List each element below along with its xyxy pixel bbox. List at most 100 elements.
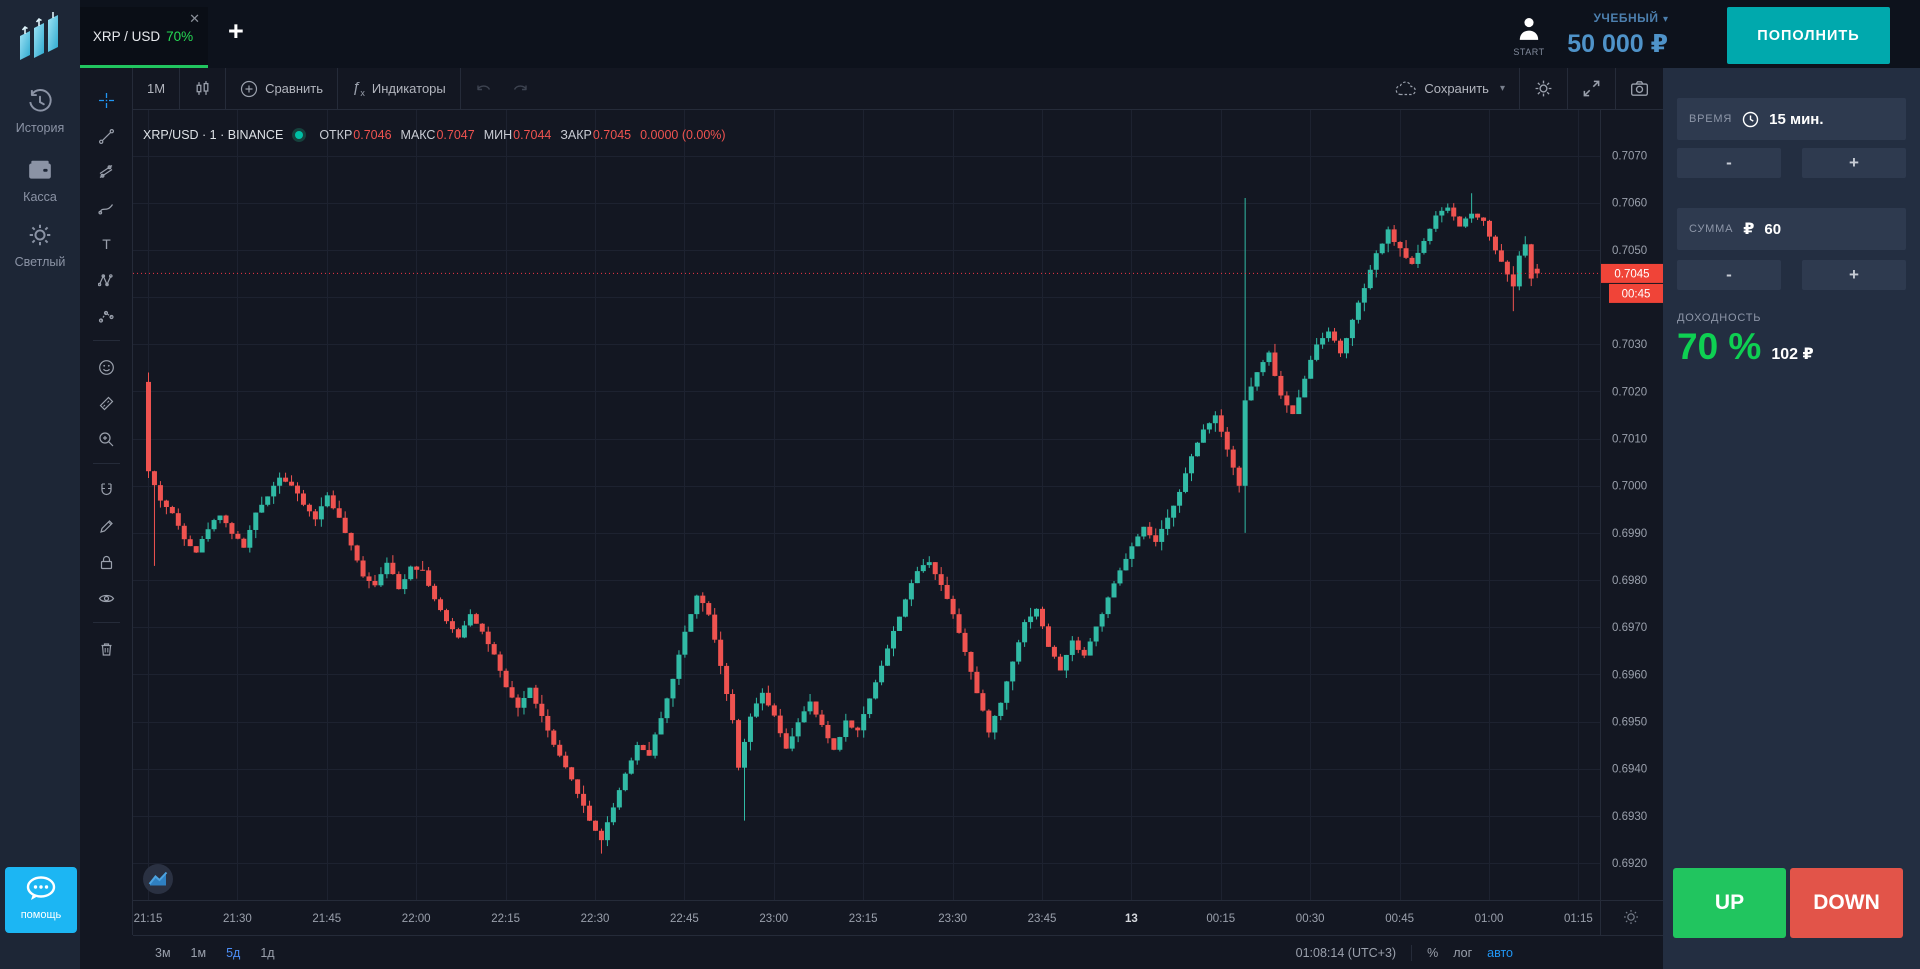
account-info[interactable]: УЧЕБНЫЙ ▾ 50 000 ₽: [1478, 9, 1668, 59]
fullscreen-button[interactable]: [1568, 68, 1615, 109]
candle: [664, 697, 670, 724]
amount-minus-button[interactable]: -: [1677, 260, 1781, 290]
price-axis[interactable]: 0.7070 0.7060 0.7050 0.7030 0.7020 0.7010 0.70…: [1612, 151, 1647, 871]
deposit-button[interactable]: ПОПОЛНИТЬ: [1727, 7, 1890, 64]
screenshot-button[interactable]: [1616, 68, 1663, 109]
time-plus-button[interactable]: +: [1802, 148, 1906, 178]
candlestick-chart[interactable]: 0.7070 0.7060 0.7050 0.7030 0.7020 0.7010 0.70…: [133, 110, 1663, 935]
log-scale-button[interactable]: лог: [1453, 945, 1473, 960]
amount-plus-button[interactable]: +: [1802, 260, 1906, 290]
candle: [998, 702, 1004, 721]
tab-symbol: XRP / USD: [92, 28, 161, 44]
range-5d-button[interactable]: 5д: [226, 945, 241, 960]
candle: [277, 472, 283, 494]
candle: [569, 766, 575, 781]
y-axis-label: 0.6920: [1612, 858, 1647, 870]
open-label: ОТКР: [319, 128, 353, 142]
time-minus-button[interactable]: -: [1677, 148, 1781, 178]
tool-lock-icon[interactable]: [80, 548, 133, 576]
tool-emoji-icon[interactable]: [80, 353, 133, 381]
candle: [759, 688, 765, 711]
help-button[interactable]: помощь: [5, 867, 77, 933]
range-1m-button[interactable]: 1м: [190, 945, 207, 960]
chevron-down-icon: ▾: [1499, 83, 1505, 94]
clock[interactable]: 01:08:14 (UTC+3): [1295, 945, 1397, 960]
candle: [1320, 332, 1326, 349]
x-axis-label: 01:00: [1475, 913, 1504, 925]
tool-magnet-icon[interactable]: [80, 476, 133, 504]
sidebar-item-theme[interactable]: Светлый: [0, 222, 80, 271]
close-icon[interactable]: ✕: [189, 11, 200, 26]
header: XRP / USD 70% ✕ + START УЧЕБНЫЙ ▾ 50 000…: [78, 0, 1920, 68]
candle: [622, 772, 628, 792]
candle: [408, 565, 414, 581]
down-button[interactable]: DOWN: [1790, 868, 1903, 938]
candle: [503, 668, 509, 688]
candle: [771, 703, 777, 717]
tool-text-icon[interactable]: T: [80, 230, 133, 258]
amount-field[interactable]: СУММА ₽ 60: [1677, 208, 1906, 250]
chart-style-button[interactable]: [180, 68, 225, 109]
up-button[interactable]: UP: [1673, 868, 1786, 938]
undo-button[interactable]: [461, 68, 507, 109]
candle: [1278, 370, 1284, 399]
price-badges: 0.7045 00:45: [1601, 263, 1663, 303]
candle: [891, 626, 896, 657]
redo-button[interactable]: [507, 68, 543, 109]
toolbar-separator: [1567, 68, 1568, 109]
instrument-tab[interactable]: XRP / USD 70% ✕: [78, 7, 208, 68]
chart-settings-button[interactable]: [1520, 68, 1567, 109]
indicators-icon: ƒx: [352, 79, 365, 98]
tool-crosshair-icon[interactable]: [80, 86, 133, 114]
sidebar-item-cashier[interactable]: Касса: [0, 157, 80, 206]
sidebar-item-history[interactable]: История: [0, 88, 80, 137]
candle: [730, 689, 736, 724]
chart-watermark-icon[interactable]: [143, 864, 173, 894]
legend-title[interactable]: XRP/USD · 1 · BINANCE: [143, 128, 284, 142]
tool-ruler-icon[interactable]: [80, 389, 133, 417]
candle: [467, 609, 473, 627]
auto-scale-button[interactable]: авто: [1487, 945, 1513, 960]
candle: [1069, 636, 1075, 662]
candle: [1308, 355, 1314, 379]
add-tab-button[interactable]: +: [228, 16, 244, 46]
account-type[interactable]: УЧЕБНЫЙ: [1593, 11, 1659, 25]
x-axis-label: 22:30: [581, 913, 610, 925]
time-axis[interactable]: 21:15 21:30 21:45 22:00 22:15 22:30 22:45 23:00…: [134, 913, 1593, 925]
toolbar-separator: [1519, 68, 1520, 109]
tool-trend-line-icon[interactable]: [80, 122, 133, 150]
candle: [390, 555, 396, 575]
candle: [330, 490, 336, 510]
time-axis-settings-icon[interactable]: [1624, 910, 1638, 924]
trade-panel: ВРЕМЯ 15 мин. - + СУММА ₽ 60 - + ДОХОДНО…: [1663, 68, 1920, 969]
tool-trash-icon[interactable]: [80, 635, 133, 663]
candle: [598, 828, 604, 854]
tool-forecast-icon[interactable]: [80, 302, 133, 330]
candle: [944, 576, 950, 600]
range-1d-button[interactable]: 1д: [260, 945, 275, 960]
time-field[interactable]: ВРЕМЯ 15 мин.: [1677, 98, 1906, 140]
candle: [885, 644, 891, 666]
chart-legend: XRP/USD · 1 · BINANCE ОТКР0.7046 МАКС0.7…: [143, 128, 726, 142]
save-layout-button[interactable]: Сохранить ▾: [1381, 68, 1519, 109]
compare-button[interactable]: Сравнить: [226, 68, 337, 109]
indicators-button[interactable]: ƒx Индикаторы: [338, 68, 460, 109]
account-button[interactable]: START: [1512, 15, 1546, 57]
tool-draw-icon[interactable]: [80, 512, 133, 540]
ruble-icon: ₽: [1743, 221, 1755, 238]
candle: [604, 816, 610, 847]
tool-zoom-in-icon[interactable]: [80, 425, 133, 453]
candle: [670, 678, 676, 707]
tool-fib-lines-icon[interactable]: [80, 158, 133, 186]
candle: [235, 530, 241, 540]
candle: [1105, 596, 1111, 619]
interval-button[interactable]: 1М: [133, 68, 179, 109]
tool-xabcd-pattern-icon[interactable]: [80, 266, 133, 294]
tool-eye-icon[interactable]: [80, 584, 133, 612]
chart-area[interactable]: 0.7070 0.7060 0.7050 0.7030 0.7020 0.7010 0.70…: [133, 110, 1663, 935]
candle: [247, 525, 253, 553]
range-3m-button[interactable]: 3м: [155, 945, 171, 960]
tool-brush-icon[interactable]: [80, 194, 133, 222]
candle: [1016, 639, 1022, 665]
percent-scale-button[interactable]: %: [1427, 945, 1439, 960]
